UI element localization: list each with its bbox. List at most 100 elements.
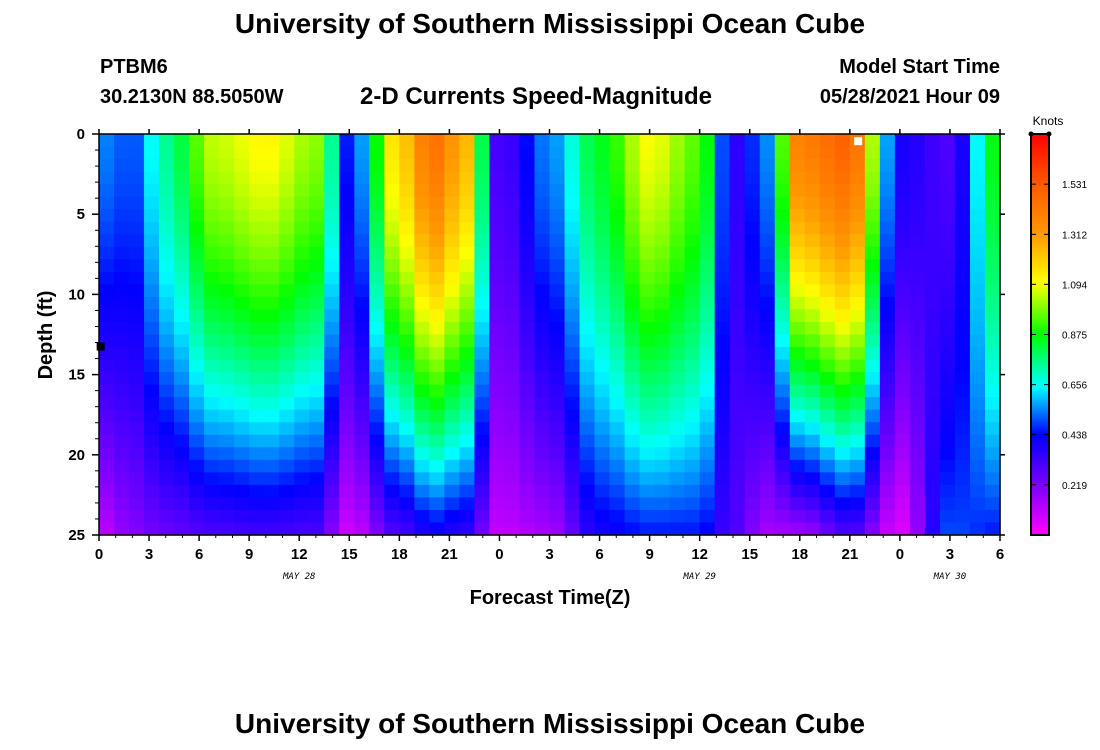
- heatmap-cell: [534, 472, 551, 486]
- heatmap-cell: [984, 372, 1001, 386]
- heatmap-cell: [504, 146, 521, 160]
- heatmap-cell: [909, 296, 926, 311]
- heatmap-cell: [744, 321, 761, 336]
- heatmap-cell: [354, 497, 370, 511]
- heatmap-cell: [294, 434, 310, 448]
- heatmap-cell: [609, 359, 626, 373]
- heatmap-cell: [894, 196, 911, 210]
- heatmap-cell: [654, 159, 671, 173]
- heatmap-cell: [969, 171, 986, 185]
- heatmap-cell: [969, 309, 986, 323]
- heatmap-cell: [864, 334, 881, 348]
- heatmap-cell: [324, 259, 340, 273]
- heatmap-cell: [594, 422, 611, 436]
- heatmap-cell: [384, 434, 400, 448]
- heatmap-cell: [894, 284, 911, 298]
- heatmap-cell: [444, 334, 460, 348]
- heatmap-cell: [669, 347, 686, 361]
- heatmap-cell: [954, 334, 971, 348]
- heatmap-cell: [714, 196, 731, 210]
- heatmap-cell: [234, 484, 250, 499]
- heatmap-cell: [879, 347, 896, 361]
- heatmap-cell: [249, 422, 265, 436]
- heatmap-cell: [984, 422, 1001, 436]
- heatmap-cell: [339, 484, 355, 499]
- heatmap-cell: [969, 271, 986, 285]
- heatmap-cell: [369, 397, 385, 411]
- heatmap-cell: [549, 184, 566, 198]
- heatmap-cell: [774, 246, 791, 260]
- heatmap-cell: [669, 472, 686, 486]
- heatmap-cell: [219, 159, 235, 173]
- heatmap-cell: [144, 321, 160, 336]
- heatmap-cell: [444, 484, 460, 499]
- heatmap-cell: [699, 384, 716, 398]
- heatmap-cell: [339, 422, 355, 436]
- heatmap-cell: [774, 259, 791, 273]
- heatmap-cell: [384, 384, 400, 398]
- heatmap-cell: [639, 347, 656, 361]
- heatmap-cell: [624, 397, 641, 411]
- heatmap-cell: [504, 522, 521, 536]
- heatmap-cell: [654, 234, 671, 248]
- heatmap-cell: [564, 509, 581, 524]
- heatmap-cell: [774, 221, 791, 235]
- heatmap-cell: [369, 472, 385, 486]
- heatmap-cell: [609, 259, 626, 273]
- heatmap-cell: [369, 209, 385, 223]
- heatmap-cell: [534, 234, 551, 248]
- heatmap-cell: [159, 321, 175, 336]
- heatmap-cell: [444, 159, 460, 173]
- heatmap-cell: [429, 271, 445, 285]
- heatmap-cell: [279, 397, 295, 411]
- heatmap-cell: [339, 522, 355, 536]
- heatmap-cell: [549, 334, 566, 348]
- heatmap-cell: [699, 409, 716, 423]
- heatmap-cell: [504, 497, 521, 511]
- heatmap-cell: [864, 397, 881, 411]
- heatmap-cell: [174, 184, 190, 198]
- heatmap-cell: [984, 497, 1001, 511]
- heatmap-cell: [159, 334, 175, 348]
- heatmap-cell: [354, 422, 370, 436]
- heatmap-cell: [204, 434, 220, 448]
- heatmap-cell: [924, 171, 941, 185]
- heatmap-cell: [549, 271, 566, 285]
- heatmap-cell: [429, 146, 445, 160]
- heatmap-cell: [279, 384, 295, 398]
- heatmap-cell: [594, 334, 611, 348]
- heatmap-cell: [564, 384, 581, 398]
- heatmap-cell: [504, 196, 521, 210]
- heatmap-cell: [939, 459, 956, 473]
- heatmap-cell: [624, 422, 641, 436]
- heatmap-cell: [549, 497, 566, 511]
- heatmap-cell: [324, 372, 340, 386]
- heatmap-cell: [684, 422, 701, 436]
- heatmap-cell: [549, 321, 566, 336]
- heatmap-cell: [354, 397, 370, 411]
- heatmap-cell: [594, 372, 611, 386]
- heatmap-cell: [684, 221, 701, 235]
- heatmap-cell: [294, 146, 310, 160]
- heatmap-cell: [564, 196, 581, 210]
- heatmap-cell: [309, 246, 325, 260]
- heatmap-cell: [264, 184, 280, 198]
- heatmap-cell: [339, 159, 355, 173]
- heatmap-cell: [759, 397, 776, 411]
- heatmap-cell: [969, 509, 986, 524]
- heatmap-cell: [924, 434, 941, 448]
- heatmap-cell: [429, 397, 445, 411]
- heatmap-cell: [804, 372, 821, 386]
- heatmap-cell: [954, 221, 971, 235]
- heatmap-cell: [594, 146, 611, 160]
- heatmap-cell: [459, 234, 476, 248]
- heatmap-cell: [894, 146, 911, 160]
- y-tick-label: 5: [77, 206, 85, 223]
- heatmap-cell: [654, 171, 671, 185]
- heatmap-cell: [639, 409, 656, 423]
- heatmap-cell: [399, 384, 415, 398]
- heatmap-cell: [504, 284, 521, 298]
- heatmap-cell: [654, 196, 671, 210]
- heatmap-cell: [609, 422, 626, 436]
- heatmap-cell: [819, 384, 836, 398]
